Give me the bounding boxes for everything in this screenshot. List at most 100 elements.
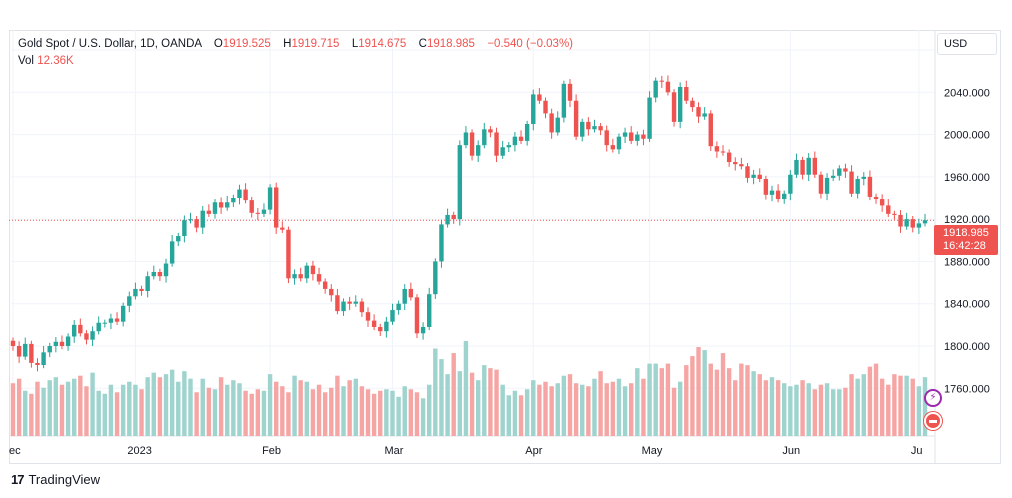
last-price-tag: 1918.985 16:42:28 (934, 225, 998, 255)
candle-body (653, 80, 658, 98)
volume-bar (108, 384, 114, 436)
volume-bar (145, 377, 150, 436)
volume-bar (684, 365, 689, 436)
candle-body (855, 178, 860, 194)
volume-bar (806, 383, 811, 436)
volume-bar (794, 384, 799, 436)
lightning-icon[interactable]: ⚡ (924, 389, 942, 407)
change-value: −0.540 (−0.03%) (487, 38, 573, 50)
volume-bar (488, 368, 493, 436)
volume-bar (757, 374, 762, 436)
bar-countdown: 16:42:28 (943, 240, 986, 252)
candle-body (353, 301, 358, 304)
candle-body (469, 132, 475, 156)
volume-bar (267, 374, 273, 436)
volume-bar (463, 341, 469, 436)
volume-bar (531, 380, 536, 436)
candle-body (78, 324, 83, 334)
candle-body (10, 340, 16, 346)
volume-bar (292, 375, 297, 436)
volume-bar (176, 381, 181, 436)
candle-body (420, 326, 426, 334)
candle-body (512, 136, 518, 146)
volume-bar (78, 375, 83, 436)
volume-bar (200, 378, 205, 436)
volume-bar (604, 383, 609, 436)
candle-body (647, 97, 652, 139)
ohlc-legend: Gold Spot / U.S. Dollar, 1D, OANDA O1919… (18, 36, 573, 52)
candle-body (218, 202, 224, 208)
volume-bar (659, 368, 665, 436)
candle-body (794, 159, 799, 175)
volume-bar (635, 368, 640, 436)
volume-bar (255, 389, 261, 436)
volume-bar (316, 384, 322, 436)
candle-body (757, 174, 762, 179)
volume-bar (261, 390, 267, 436)
volume-bar (482, 365, 487, 436)
candle-body (433, 261, 438, 295)
candle-body (684, 87, 689, 101)
volume-bar (212, 389, 218, 436)
candle-body (475, 145, 481, 156)
volume-bar (549, 386, 554, 436)
currency-selector[interactable]: USD (937, 33, 997, 55)
candle-body (659, 80, 665, 82)
price-axis-label: 1880.000 (944, 256, 990, 268)
volume-bar (610, 381, 616, 436)
volume-bar (598, 371, 603, 436)
volume-bar (500, 384, 505, 436)
volume-bar (665, 363, 671, 436)
volume-bar (396, 396, 401, 436)
candle-body (733, 162, 738, 165)
candle-body (188, 219, 193, 221)
candle-body (500, 147, 505, 156)
candle-body (108, 318, 114, 323)
candle-body (494, 132, 499, 156)
volume-bar (524, 389, 530, 436)
volume-bar (414, 392, 420, 436)
candle-body (518, 136, 524, 141)
candle-body (635, 134, 640, 141)
price-axis-label: 1960.000 (944, 172, 990, 184)
volume-bar (237, 383, 242, 436)
volume-bar (720, 353, 726, 436)
candle-body (830, 175, 836, 178)
volume-bar (641, 378, 646, 436)
volume-bar (873, 363, 879, 436)
volume-bar (769, 377, 775, 436)
volume-bar (206, 387, 212, 436)
candle-body (378, 326, 383, 332)
candle-body (114, 318, 120, 322)
volume-bar (677, 381, 683, 436)
candle-body (451, 214, 456, 220)
flag-icon[interactable] (924, 412, 942, 430)
volume-bar (433, 348, 438, 436)
volume-bar (616, 378, 622, 436)
volume-bar (427, 384, 432, 436)
brand-name: TradingView (28, 472, 101, 487)
candle-body (561, 83, 567, 118)
volume-bar (910, 378, 915, 436)
volume-bar (243, 390, 248, 436)
volume-bar (72, 378, 77, 436)
volume-bar (408, 389, 414, 436)
volume-bar (16, 378, 22, 436)
candle-body (322, 281, 328, 289)
price-axis-label: 2000.000 (944, 130, 990, 142)
volume-bar (561, 375, 567, 436)
candle-body (665, 81, 671, 93)
candle-body (347, 301, 352, 304)
time-axis-label: Mar (384, 445, 403, 457)
volume-bar (494, 369, 499, 436)
volume-bar (628, 383, 634, 436)
volume-bar (696, 347, 701, 436)
candlestick-chart[interactable]: 1760.000 1800.000 1840.000 1880.000 1920.000… (9, 30, 1001, 464)
volume-bar (898, 375, 903, 436)
volume-bar (127, 381, 132, 436)
tradingview-brand[interactable]: 17 TradingView (11, 472, 100, 487)
candle-body (47, 346, 52, 353)
volume-bar (751, 371, 756, 436)
candle-body (671, 92, 677, 122)
volume-bar (739, 363, 744, 436)
